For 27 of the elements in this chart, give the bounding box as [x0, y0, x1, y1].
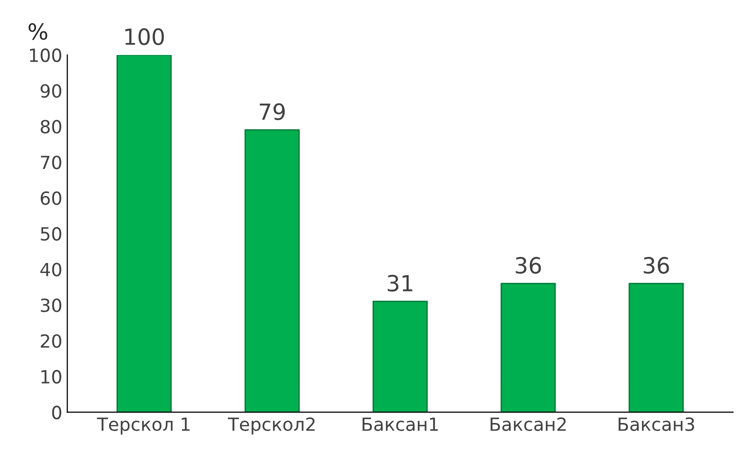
- y-tick-label: 50: [40, 227, 62, 241]
- y-tick-label: 0: [52, 406, 62, 420]
- x-tick-label: Баксан1: [362, 418, 438, 432]
- data-label: 79: [260, 103, 285, 120]
- y-axis-title: %: [28, 23, 48, 40]
- data-label: 36: [516, 256, 541, 274]
- y-tick-label: 40: [40, 262, 62, 276]
- y-tick-label: 70: [40, 156, 62, 170]
- x-tick-label: Терскол 1: [96, 418, 190, 435]
- data-label: 36: [644, 256, 669, 274]
- y-tick-label: 60: [40, 191, 62, 205]
- x-tick-label: Баксан3: [618, 417, 694, 432]
- bar: [500, 282, 556, 412]
- x-tick-label: Терскол2: [228, 417, 315, 435]
- x-tick-label: Баксан2: [490, 417, 566, 432]
- y-tick-label: 100: [30, 48, 62, 62]
- bar: [628, 282, 684, 412]
- y-tick-label: 10: [41, 370, 62, 384]
- y-tick-label: 80: [40, 120, 62, 134]
- bar: [244, 129, 300, 412]
- data-label: 100: [125, 28, 164, 46]
- bar: [372, 300, 428, 412]
- y-tick-label: 90: [40, 84, 62, 98]
- y-tick-label: 30: [40, 298, 62, 312]
- bar: [116, 54, 172, 412]
- y-tick-label: 20: [40, 334, 62, 348]
- data-label: 31: [388, 274, 412, 292]
